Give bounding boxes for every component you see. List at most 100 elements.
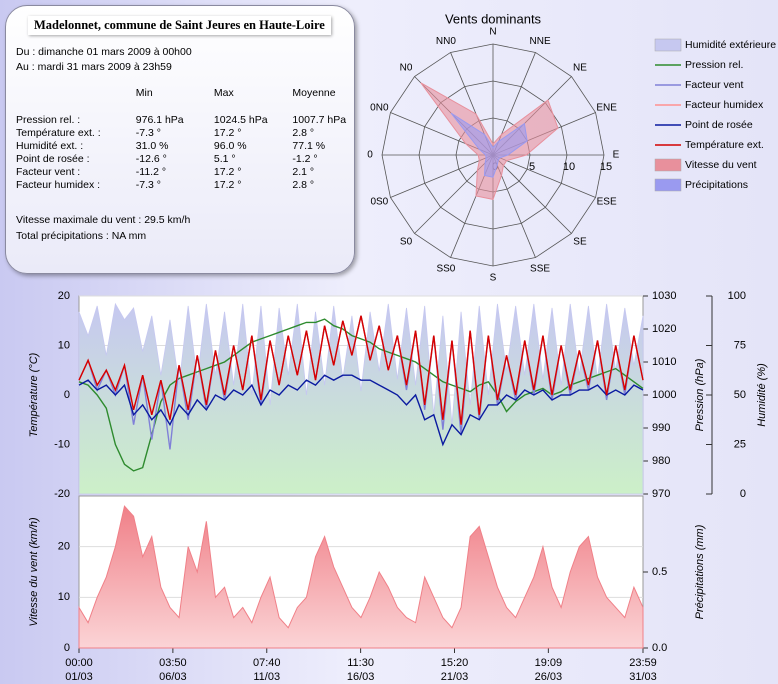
series-line [78, 318, 644, 472]
legend-label: Humidité extérieure [685, 39, 776, 51]
station-title: Madelonnet, commune de Saint Jeures en H… [28, 16, 331, 35]
y-tick-label: -20 [54, 488, 70, 500]
x-tick-date: 16/03 [347, 671, 375, 683]
y2-tick-label: 0.5 [652, 566, 667, 578]
stats-cell: -12.6 ° [135, 152, 167, 165]
direction-label: SS0 [436, 263, 455, 274]
legend-label: Point de rosée [685, 119, 753, 131]
direction-label: 0 [367, 150, 373, 161]
direction-label: E [613, 150, 620, 161]
stats-cell: 77.1 % [292, 139, 326, 152]
notes: Vitesse maximale du vent : 29.5 km/h Tot… [16, 212, 190, 244]
y2-tick-label: 1000 [652, 389, 676, 401]
direction-label: N0 [400, 63, 413, 74]
x-tick-time: 15:20 [441, 657, 469, 669]
y-axis-title: Vitesse du vent (km/h) [28, 517, 40, 627]
wind-area [78, 505, 644, 649]
stats-cell: -7.3 ° [135, 178, 161, 191]
radar-tick-label: 5 [529, 161, 535, 173]
stats-row: Humidité ext. : 31.0 % 96.0 % 77.1 % [14, 139, 354, 152]
y-tick-label: 10 [58, 591, 70, 603]
stats-row: Facteur humidex : -7.3 ° 17.2 ° 2.8 ° [14, 178, 354, 191]
stats-cell: 5.1 ° [213, 152, 236, 165]
x-tick-date: 26/03 [535, 671, 563, 683]
radar-tick-label: 10 [563, 161, 575, 173]
radar-spoke [390, 154, 494, 198]
direction-label: 0N0 [370, 103, 389, 114]
x-tick-date: 21/03 [441, 671, 469, 683]
y2-tick-label: 0.0 [652, 642, 667, 654]
x-tick-time: 00:00 [65, 657, 93, 669]
y2-tick-label: 970 [652, 488, 670, 500]
legend-label: Précipitations [685, 179, 748, 191]
stats-row: Facteur vent : -11.2 ° 17.2 ° 2.1 ° [14, 165, 354, 178]
radar-spoke [492, 154, 572, 234]
stats-row: Pression rel. : 976.1 hPa 1024.5 hPa 1007.7… [14, 113, 354, 126]
legend-label: Vitesse du vent [685, 159, 757, 171]
stats-cell: Facteur humidex : [16, 178, 101, 191]
y-tick-label: 0 [64, 389, 70, 401]
radar-tick-label: 15 [600, 161, 612, 173]
y2-axis-title: Pression (hPa) [694, 358, 706, 431]
legend-swatch [654, 38, 682, 52]
y3-tick-label: 75 [734, 339, 746, 351]
direction-label: ESE [597, 197, 617, 208]
stats-cell: 2.1 ° [292, 165, 315, 178]
y3-tick-label: 25 [734, 438, 746, 450]
y2-tick-label: 990 [652, 422, 670, 434]
total-rain: Total précipitations : NA mm [16, 230, 147, 242]
direction-label: SE [573, 237, 587, 248]
stats-cell: -1.2 ° [292, 152, 318, 165]
series-line [78, 315, 644, 425]
x-tick-time: 07:40 [253, 657, 281, 669]
stats-cell: 1007.7 hPa [292, 113, 347, 126]
header-cell: Moyenne [292, 86, 336, 99]
header-cell: Min [135, 86, 153, 99]
legend-label: Pression rel. [685, 59, 743, 71]
direction-label: SSE [530, 263, 550, 274]
direction-label: S [490, 273, 497, 284]
stats-cell: 17.2 ° [213, 126, 242, 139]
stats-cell: -7.3 ° [135, 126, 161, 139]
legend-label: Facteur vent [685, 79, 743, 91]
stats-cell: 2.8 ° [292, 126, 315, 139]
stats-cell: 17.2 ° [213, 165, 242, 178]
stats-cell: 96.0 % [213, 139, 247, 152]
x-tick-time: 11:30 [347, 657, 374, 669]
radar-spoke [492, 154, 596, 198]
y-tick-label: -10 [54, 438, 70, 450]
radar-area [450, 112, 528, 178]
direction-label: 0S0 [370, 197, 388, 208]
direction-label: NE [573, 63, 587, 74]
header-cell: Max [213, 86, 234, 99]
legend-label: Température ext. [685, 139, 764, 151]
radar-title: Vents dominants [445, 11, 542, 26]
y-tick-label: 20 [58, 541, 70, 553]
stats-cell: Pression rel. : [16, 113, 81, 126]
y-axis-title: Température (°C) [28, 352, 40, 437]
max-wind: Vitesse maximale du vent : 29.5 km/h [16, 214, 191, 226]
direction-label: ENE [596, 103, 617, 114]
y3-tick-label: 50 [734, 389, 746, 401]
y2-tick-label: 980 [652, 455, 670, 467]
y2-tick-label: 1030 [652, 290, 676, 302]
stats-cell: 1024.5 hPa [213, 113, 268, 126]
stats-cell: 31.0 % [135, 139, 169, 152]
stats-cell: Point de rosée : [16, 152, 90, 165]
stats-cell: 17.2 ° [213, 178, 242, 191]
y3-axis-title: Humidité (%) [756, 363, 768, 427]
legend-label: Facteur humidex [685, 99, 764, 111]
y2-tick-label: 1020 [652, 323, 676, 335]
period-start: Du : dimanche 01 mars 2009 à 00h00 [16, 46, 192, 58]
y-tick-label: 10 [58, 339, 70, 351]
x-tick-time: 03:50 [159, 657, 187, 669]
period-end: Au : mardi 31 mars 2009 à 23h59 [16, 61, 172, 73]
y-tick-label: 20 [58, 290, 70, 302]
x-tick-date: 31/03 [629, 671, 657, 683]
direction-label: N [489, 27, 496, 38]
stats-cell: Humidité ext. : [16, 139, 84, 152]
period: Du : dimanche 01 mars 2009 à 00h00 Au : … [16, 45, 192, 75]
x-tick-date: 06/03 [159, 671, 187, 683]
